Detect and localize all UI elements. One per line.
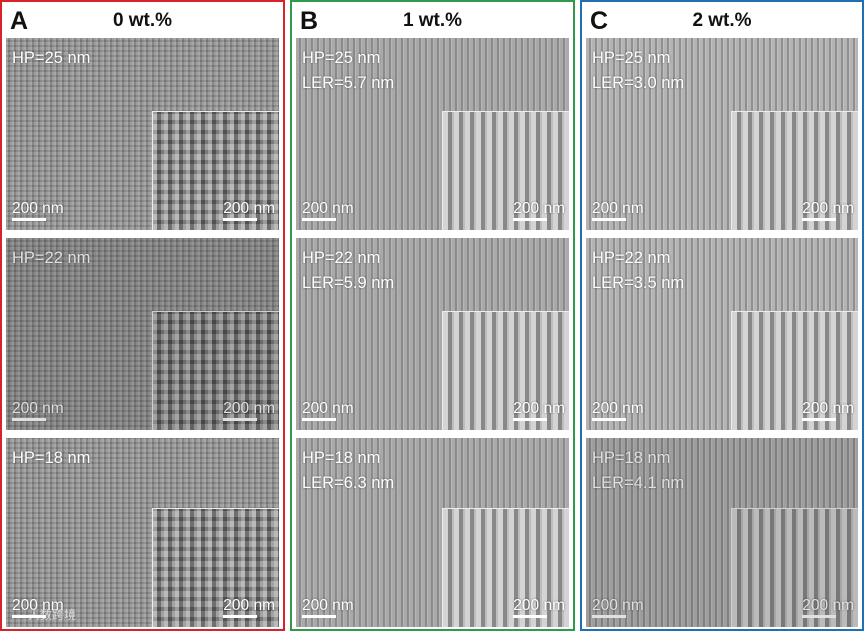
hp-label: HP=18 nm [302,449,381,467]
column-letter: A [10,7,29,35]
inset-scale-bar: 200 nm [802,200,854,221]
sem-inset: 200 nm [442,508,569,627]
main-scale-bar: 200 nm [592,200,644,221]
main-scale-bar: 200 nm [592,597,644,618]
main-scale-bar: 200 nm [12,400,64,421]
column-a-0-wt: A 0 wt.% HP=25 nm 200 nm 200 nm HP=22 nm… [0,0,285,631]
inset-scale-bar: 200 nm [223,200,275,221]
inset-scale-bar: 200 nm [513,200,565,221]
column-letter: C [590,7,609,35]
main-scale-bar: 200 nm [302,597,354,618]
sem-inset: 200 nm [152,508,279,627]
ler-label: LER=6.3 nm [302,474,395,492]
inset-scale-bar: 200 nm [223,400,275,421]
column-title: 2 wt.% [692,10,752,31]
sem-panel-hp22: HP=22 nm LER=3.5 nm 200 nm 200 nm [586,238,858,430]
column-letter: B [300,7,319,35]
main-scale-bar: 200 nm [12,597,64,618]
sem-panel-hp18: HP=18 nm 200 nm 200 nm 人数跨境 [6,438,279,627]
inset-scale-bar: 200 nm [223,597,275,618]
inset-scale-bar: 200 nm [513,400,565,421]
hp-label: HP=18 nm [592,449,671,467]
hp-label: HP=22 nm [302,249,381,267]
sem-inset: 200 nm [731,111,858,230]
hp-label: HP=25 nm [592,49,671,67]
hp-label: HP=25 nm [302,49,381,67]
main-scale-bar: 200 nm [302,200,354,221]
sem-inset: 200 nm [442,311,569,430]
main-scale-bar: 200 nm [302,400,354,421]
column-title: 1 wt.% [402,10,463,31]
inset-scale-bar: 200 nm [802,597,854,618]
ler-label: LER=5.7 nm [302,74,395,92]
hp-label: HP=18 nm [12,449,91,467]
hp-label: HP=22 nm [12,249,91,267]
sem-inset: 200 nm [442,111,569,230]
hp-label: HP=25 nm [12,49,91,67]
ler-label: LER=3.5 nm [592,274,685,292]
sem-inset: 200 nm [152,111,279,230]
sem-inset: 200 nm [152,311,279,430]
ler-label: LER=4.1 nm [592,474,685,492]
watermark: 人数跨境 [28,608,77,622]
sem-panel-hp25: HP=25 nm 200 nm 200 nm [6,38,279,230]
sem-inset: 200 nm [731,508,858,627]
ler-label: LER=5.9 nm [302,274,395,292]
sem-panel-hp22: HP=22 nm LER=5.9 nm 200 nm 200 nm [296,238,569,430]
column-title: 0 wt.% [112,10,173,31]
hp-label: HP=22 nm [592,249,671,267]
sem-panel-hp18: HP=18 nm LER=6.3 nm 200 nm 200 nm [296,438,569,627]
sem-inset: 200 nm [731,311,858,430]
sem-panel-hp25: HP=25 nm LER=3.0 nm 200 nm 200 nm [586,38,858,230]
ler-label: LER=3.0 nm [592,74,685,92]
sem-panel-hp25: HP=25 nm LER=5.7 nm 200 nm 200 nm [296,38,569,230]
inset-scale-bar: 200 nm [802,400,854,421]
sem-panel-hp18: HP=18 nm LER=4.1 nm 200 nm 200 nm [586,438,858,627]
inset-scale-bar: 200 nm [513,597,565,618]
sem-panel-hp22: HP=22 nm 200 nm 200 nm [6,238,279,430]
main-scale-bar: 200 nm [592,400,644,421]
main-scale-bar: 200 nm [12,200,64,221]
column-b-1-wt: B 1 wt.% HP=25 nm LER=5.7 nm 200 nm 200 … [290,0,575,631]
column-c-2-wt: C 2 wt.% HP=25 nm LER=3.0 nm 200 nm 200 … [580,0,864,631]
